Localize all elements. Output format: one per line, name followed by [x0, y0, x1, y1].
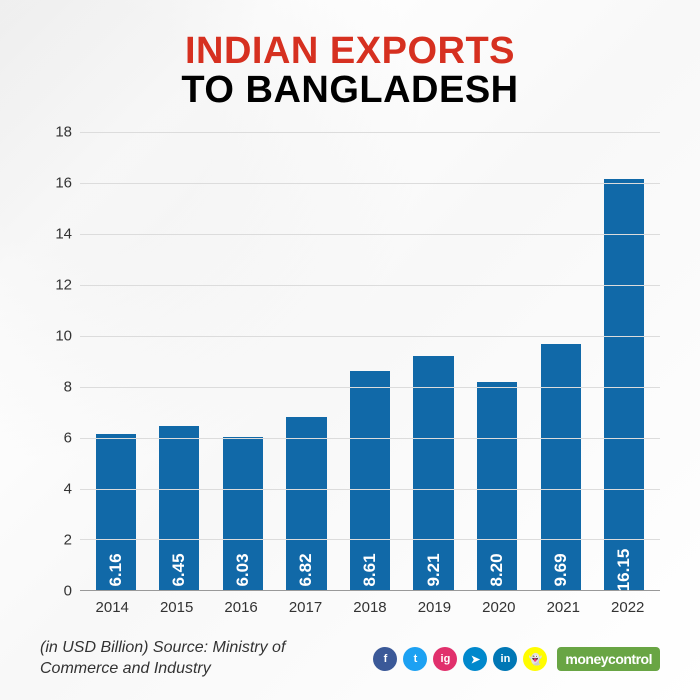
bar-value-label: 6.16 [106, 554, 126, 587]
title-line2: TO BANGLADESH [40, 69, 660, 112]
chart-title: INDIAN EXPORTS TO BANGLADESH [40, 30, 660, 112]
gridline [80, 234, 660, 235]
bar: 8.61 [350, 371, 390, 590]
x-tick-label: 2017 [273, 591, 337, 616]
bar: 6.16 [96, 434, 136, 591]
gridline [80, 387, 660, 388]
instagram-icon[interactable]: ig [433, 647, 457, 671]
y-tick-label: 16 [55, 175, 72, 192]
x-tick-label: 2016 [209, 591, 273, 616]
bar-value-label: 8.20 [487, 554, 507, 587]
bar-value-label: 8.61 [360, 554, 380, 587]
gridline [80, 336, 660, 337]
gridline [80, 539, 660, 540]
bar: 16.15 [604, 179, 644, 590]
gridline [80, 489, 660, 490]
gridline [80, 438, 660, 439]
x-tick-label: 2015 [144, 591, 208, 616]
bar-value-label: 6.82 [296, 554, 316, 587]
bar-slot: 6.16 [84, 132, 148, 590]
telegram-icon[interactable]: ➤ [463, 647, 487, 671]
social-icons: ftig➤in👻 [373, 647, 547, 671]
bar-slot: 6.03 [211, 132, 275, 590]
bar-slot: 6.45 [148, 132, 212, 590]
y-tick-label: 12 [55, 277, 72, 294]
bar-slot: 9.21 [402, 132, 466, 590]
bar-slot: 8.61 [338, 132, 402, 590]
y-tick-label: 2 [64, 532, 72, 549]
x-axis: 201420152016201720182019202020212022 [80, 591, 660, 616]
x-tick-label: 2021 [531, 591, 595, 616]
y-tick-label: 8 [64, 379, 72, 396]
y-tick-label: 10 [55, 328, 72, 345]
y-tick-label: 6 [64, 430, 72, 447]
brand-logo: moneycontrol [557, 647, 660, 671]
x-tick-label: 2022 [596, 591, 660, 616]
x-tick-label: 2018 [338, 591, 402, 616]
bar-value-label: 16.15 [614, 549, 634, 592]
bar-slot: 8.20 [465, 132, 529, 590]
x-tick-label: 2020 [467, 591, 531, 616]
bar: 6.03 [223, 437, 263, 591]
bar-value-label: 6.45 [169, 554, 189, 587]
source-text: (in USD Billion) Source: Ministry of Com… [40, 638, 363, 680]
bar: 6.45 [159, 426, 199, 590]
twitter-icon[interactable]: t [403, 647, 427, 671]
bar: 6.82 [286, 417, 326, 591]
bar-slot: 9.69 [529, 132, 593, 590]
y-tick-label: 14 [55, 226, 72, 243]
gridline [80, 285, 660, 286]
y-axis: 024681012141618 [40, 132, 80, 591]
x-tick-label: 2019 [402, 591, 466, 616]
bar-value-label: 9.69 [551, 554, 571, 587]
gridline [80, 183, 660, 184]
plot-area: 6.16 6.45 6.03 6.82 8.61 9.21 8.20 9.69 16.15 [80, 132, 660, 591]
bar-slot: 16.15 [593, 132, 657, 590]
title-line1: INDIAN EXPORTS [40, 30, 660, 73]
y-tick-label: 0 [64, 583, 72, 600]
bar: 8.20 [477, 382, 517, 591]
bar: 9.69 [541, 344, 581, 591]
y-tick-label: 4 [64, 481, 72, 498]
bar-value-label: 6.03 [233, 554, 253, 587]
facebook-icon[interactable]: f [373, 647, 397, 671]
chart-area: 024681012141618 6.166.456.036.828.619.21… [40, 132, 660, 591]
snapchat-icon[interactable]: 👻 [523, 647, 547, 671]
bar-slot: 6.82 [275, 132, 339, 590]
footer: (in USD Billion) Source: Ministry of Com… [40, 638, 660, 680]
bar-value-label: 9.21 [424, 554, 444, 587]
bar: 9.21 [413, 356, 453, 591]
x-tick-label: 2014 [80, 591, 144, 616]
y-tick-label: 18 [55, 124, 72, 141]
gridline [80, 132, 660, 133]
linkedin-icon[interactable]: in [493, 647, 517, 671]
bars-container: 6.16 6.45 6.03 6.82 8.61 9.21 8.20 9.69 16.15 [80, 132, 660, 590]
